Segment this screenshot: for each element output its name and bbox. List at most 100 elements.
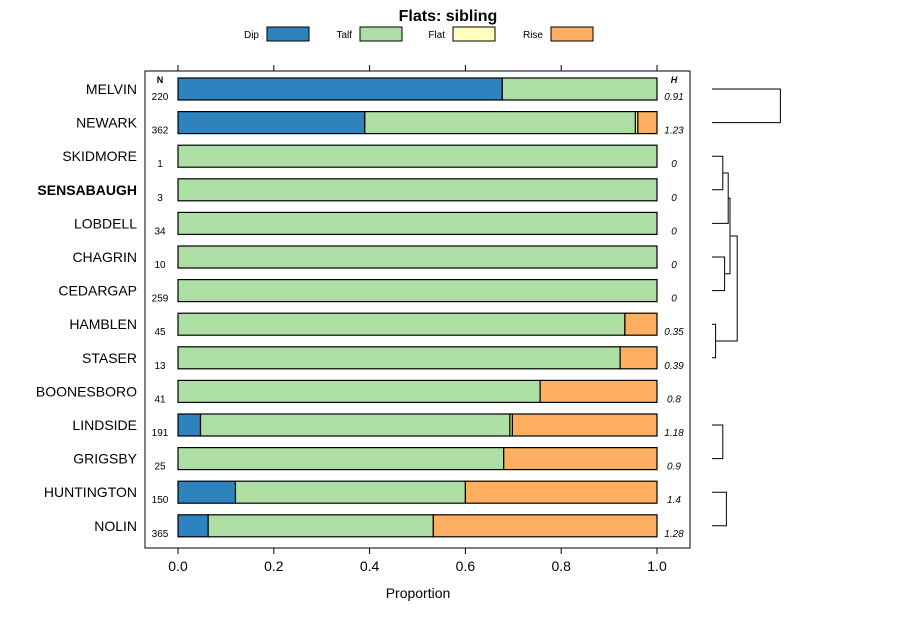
bar-segment-talf: [199, 413, 511, 437]
bar-row-lindside: LINDSIDE 191 1.18: [72, 413, 684, 439]
dendrogram: [712, 88, 781, 527]
dendrogram-branch: [712, 256, 726, 292]
h-value: 1.18: [664, 428, 684, 439]
bar-row-melvin: MELVIN 220 0.91: [86, 77, 684, 103]
dendrogram-branch: [712, 172, 729, 224]
legend-label-flat: Flat: [428, 30, 445, 41]
bar-row-sensabaugh: SENSABAUGH 3 0: [37, 178, 677, 204]
plot-panel: [144, 70, 691, 549]
bar-segment-rise: [619, 346, 658, 370]
row-label: HUNTINGTON: [44, 484, 137, 500]
row-label: CEDARGAP: [58, 283, 137, 299]
bar-row-cedargap: CEDARGAP 259 0: [58, 279, 677, 305]
bar-segment-rise: [539, 379, 658, 403]
legend-label-talf: Talf: [336, 30, 352, 41]
legend-swatch-dip: [266, 26, 310, 42]
bar-row-skidmore: SKIDMORE 1 0: [62, 144, 677, 170]
legend-swatch-flat: [452, 26, 496, 42]
h-value: 0: [671, 294, 677, 305]
bar-row-huntington: HUNTINGTON 150 1.4: [44, 480, 681, 506]
bar-segment-talf: [177, 312, 626, 336]
dendrogram-branch: [712, 491, 727, 527]
bar-segment-talf: [177, 447, 505, 471]
h-value: 0: [671, 226, 677, 237]
dendrogram-branch: [724, 197, 731, 275]
bar-segment-rise: [464, 480, 658, 504]
row-label: HAMBLEN: [69, 316, 137, 332]
bar-segment-talf: [177, 279, 658, 303]
legend-swatch-talf: [359, 26, 403, 42]
n-value: 362: [152, 126, 169, 137]
x-tick-label: 0.6: [456, 558, 476, 574]
bar-segment-dip: [177, 480, 237, 504]
bar-row-staser: STASER 13 0.39: [82, 346, 684, 372]
h-value: 0.9: [667, 462, 681, 473]
row-label: LINDSIDE: [72, 417, 137, 433]
bar-segment-talf: [234, 480, 466, 504]
n-value: 13: [154, 361, 166, 372]
row-label: GRIGSBY: [73, 451, 137, 467]
n-value: 41: [154, 394, 166, 405]
x-tick-label: 0.0: [168, 558, 188, 574]
bar-segment-rise: [637, 110, 658, 135]
row-label: CHAGRIN: [72, 249, 137, 265]
n-value: 191: [152, 428, 169, 439]
h-value: 0.35: [664, 327, 684, 338]
n-value: 34: [154, 226, 166, 237]
row-label: SENSABAUGH: [37, 182, 137, 198]
h-value: 0: [671, 159, 677, 170]
dendrogram-branch: [712, 88, 781, 124]
dendrogram-branch: [712, 323, 717, 359]
bar-row-hamblen: HAMBLEN 45 0.35: [69, 312, 684, 338]
n-value: 150: [152, 495, 169, 506]
bar-segment-talf: [177, 346, 621, 370]
bar-segment-talf: [177, 178, 658, 202]
bar-segment-talf: [177, 144, 658, 168]
bar-segment-dip: [177, 77, 503, 101]
x-tick-label: 0.4: [360, 558, 380, 574]
bar-segment-rise: [432, 514, 658, 538]
legend-swatch-rise: [550, 26, 594, 42]
h-value: 0: [671, 260, 677, 271]
bar-row-boonesboro: BOONESBORO 41 0.8: [36, 379, 681, 405]
row-label: SKIDMORE: [62, 148, 137, 164]
h-value: 0.8: [667, 394, 681, 405]
bar-row-grigsby: GRIGSBY 25 0.9: [73, 447, 681, 473]
legend-label-dip: Dip: [244, 30, 259, 41]
x-tick-label: 0.8: [551, 558, 571, 574]
bar-segment-talf: [501, 77, 658, 101]
bar-segment-talf: [177, 245, 658, 269]
n-value: 220: [152, 92, 169, 103]
x-tick-label: 1.0: [647, 558, 667, 574]
row-label: STASER: [82, 350, 137, 366]
bar-row-lobdell: LOBDELL 34 0: [74, 211, 677, 237]
bar-segment-talf: [207, 514, 434, 538]
x-axis-title: Proportion: [386, 585, 451, 601]
row-label: MELVIN: [86, 81, 137, 97]
h-value: 1.28: [664, 529, 684, 540]
x-axis: 0.0 0.2 0.4 0.6 0.8 1.0: [168, 65, 667, 574]
bar-row-nolin: NOLIN 365 1.28: [94, 514, 684, 540]
bar-segment-talf: [364, 110, 637, 135]
h-value: 1.23: [664, 126, 684, 137]
n-value: 45: [154, 327, 166, 338]
n-value: 3: [157, 193, 163, 204]
chart-title: Flats: sibling: [399, 8, 498, 25]
bar-segment-rise: [624, 312, 658, 336]
bar-segment-dip: [177, 110, 366, 135]
row-label: NEWARK: [76, 115, 138, 131]
legend-label-rise: Rise: [523, 30, 543, 41]
row-label: BOONESBORO: [36, 383, 137, 399]
bar-segment-rise: [511, 413, 658, 437]
h-value: 0.39: [664, 361, 684, 372]
bar-segment-talf: [177, 211, 658, 235]
legend: Dip Talf Flat Rise: [244, 26, 594, 42]
row-label: LOBDELL: [74, 215, 137, 231]
h-column-header: H: [671, 75, 678, 85]
dendrogram-branch: [712, 424, 724, 460]
bar-row-newark: NEWARK 362 1.23: [76, 110, 684, 137]
n-value: 10: [154, 260, 166, 271]
bar-segment-talf: [177, 379, 541, 403]
h-value: 1.4: [667, 495, 681, 506]
